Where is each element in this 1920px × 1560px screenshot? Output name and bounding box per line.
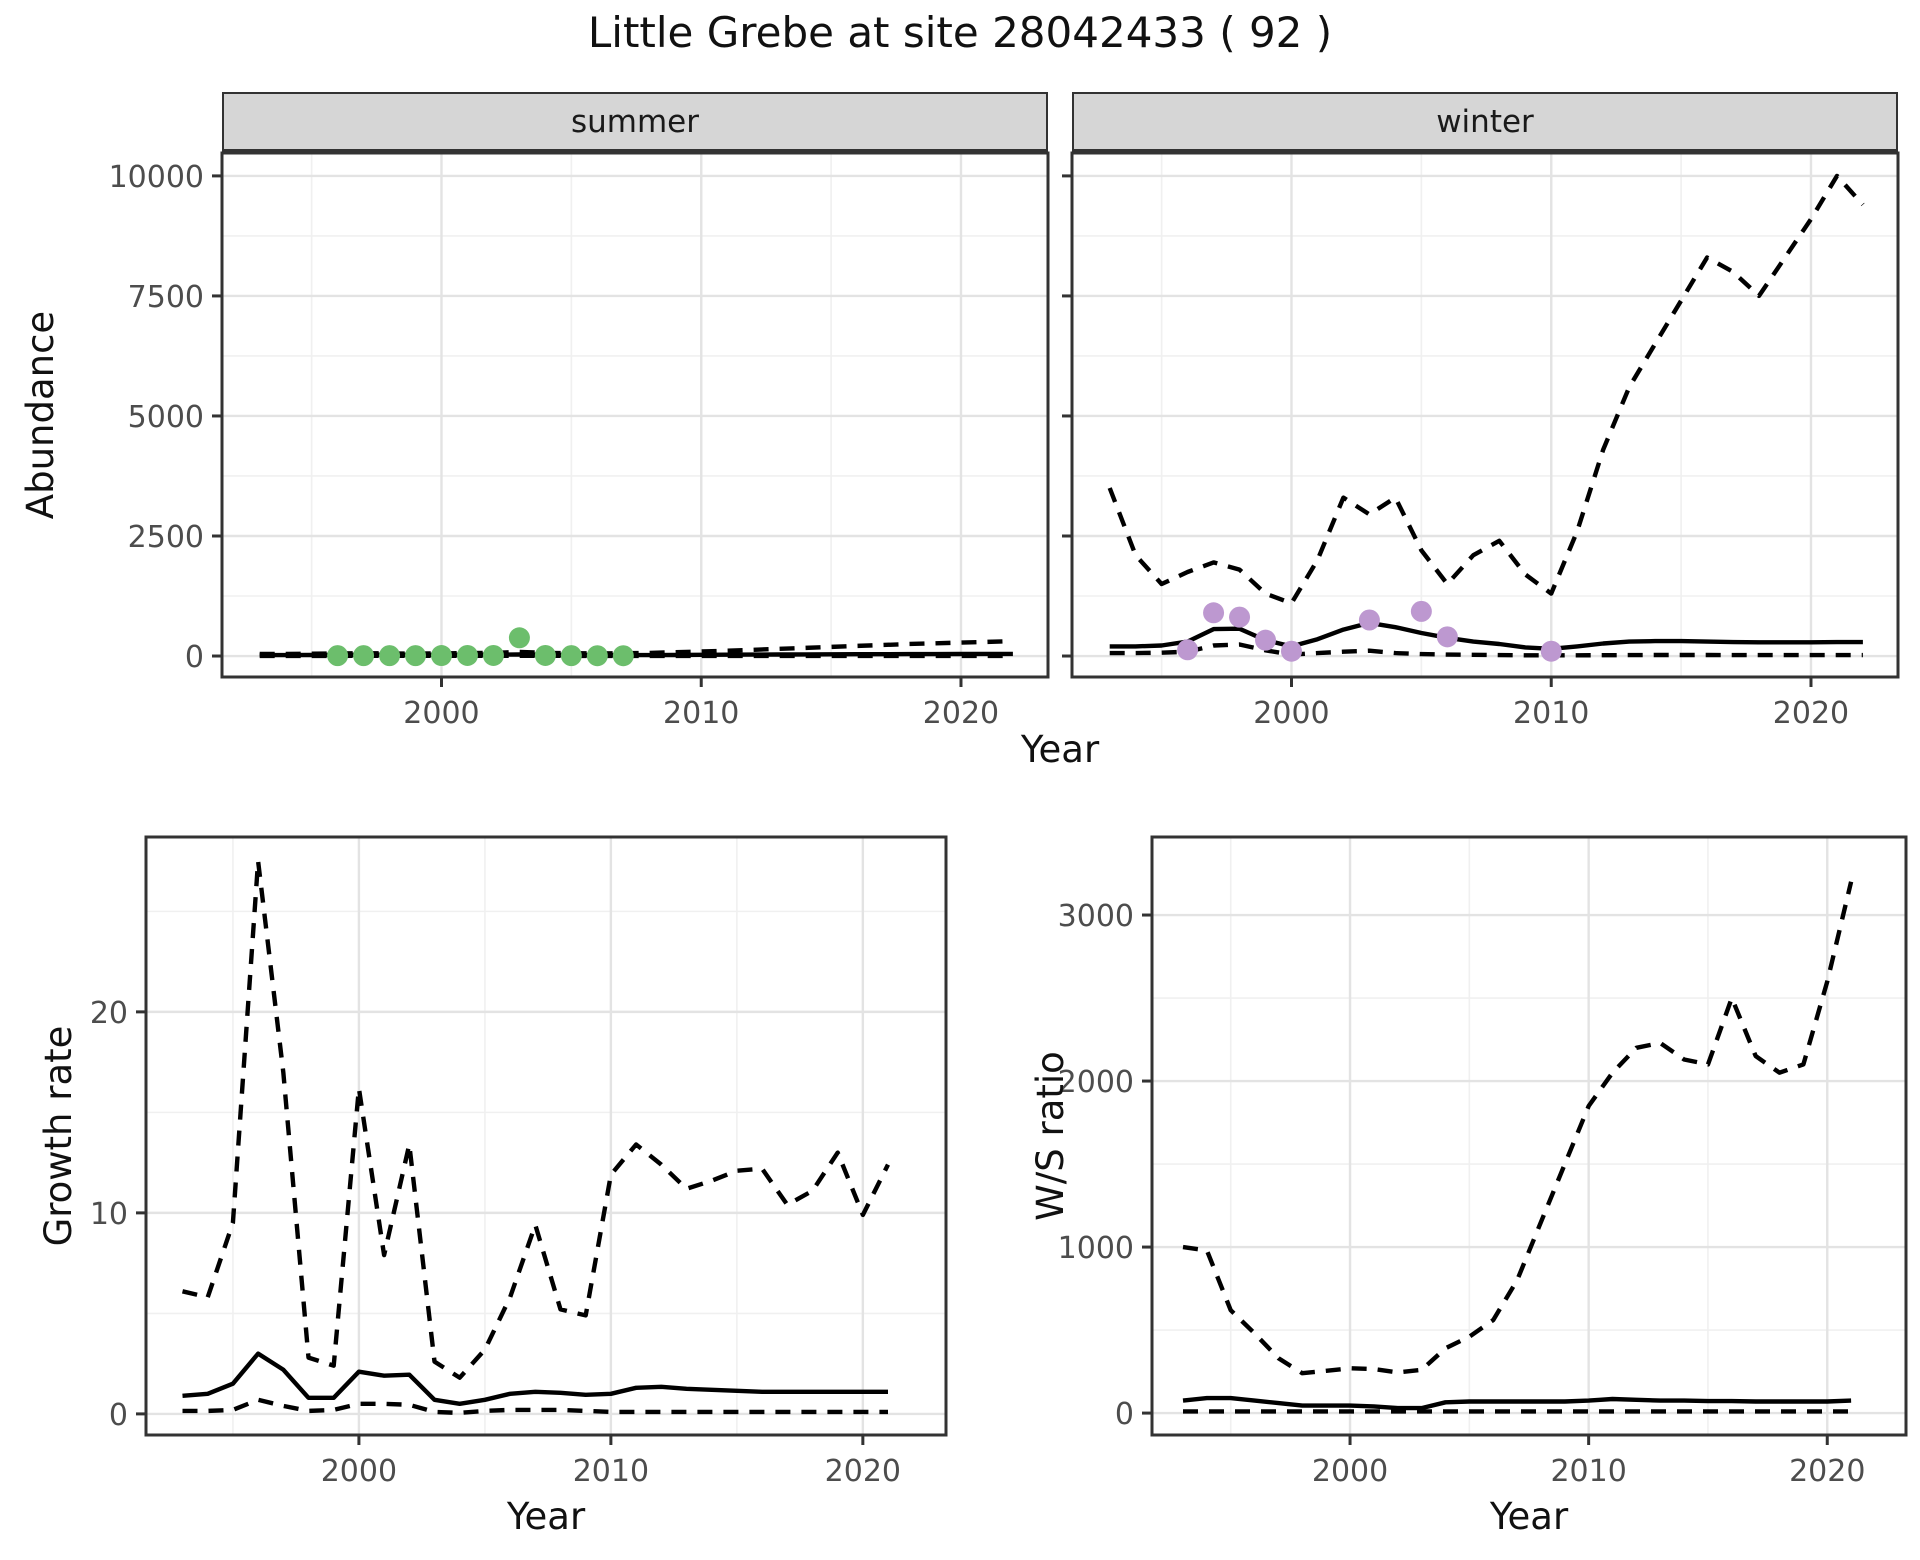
data-point-observed-counts: [327, 645, 349, 667]
data-point-observed-counts: [1177, 639, 1199, 661]
y-axis-title-growth-rate: Growth rate: [36, 1025, 80, 1247]
facet-strip-winter-label: winter: [1436, 103, 1534, 140]
x-axis-title-year-bottom-right: Year: [1489, 1495, 1569, 1538]
panel-border: [144, 835, 948, 1437]
x-tick-label: 2010: [1513, 696, 1589, 731]
facet-strip-summer: summer: [222, 92, 1048, 153]
data-point-observed-counts: [1229, 606, 1251, 628]
panel-border: [1070, 151, 1900, 679]
chart-abundance-summer: 2000 2010 2020 0 2500 5000 7500 10000: [109, 151, 1050, 731]
series-fit-line: [182, 1351, 888, 1407]
chart-growth-rate: 2000 2010 2020 0 10 20: [90, 835, 948, 1489]
series-fit-line: [1109, 620, 1863, 651]
data-point-observed-counts: [1410, 600, 1432, 622]
data-point-observed-counts: [1280, 640, 1302, 662]
y-tick-label: 2500: [128, 520, 204, 555]
data-point-observed-counts: [1358, 609, 1380, 631]
data-point-observed-counts: [1255, 629, 1277, 651]
panel-background: [1152, 837, 1906, 1435]
y-tick-label: 0: [185, 640, 204, 675]
x-axis-title-year-bottom-left: Year: [506, 1495, 586, 1538]
y-tick-label: 2000: [1058, 1065, 1134, 1100]
data-point-observed-counts: [405, 645, 427, 667]
data-point-observed-counts: [379, 645, 401, 667]
x-tick-label: 2020: [1789, 1454, 1865, 1489]
series-lower-ci-dashed-line: [1109, 642, 1863, 658]
y-tick-label: 7500: [128, 280, 204, 315]
figure-title: Little Grebe at site 28042433 ( 92 ): [587, 8, 1333, 57]
x-tick-label: 2020: [1773, 696, 1849, 731]
data-point-observed-counts: [612, 645, 634, 667]
series-fit-line: [1182, 1395, 1852, 1411]
data-point-observed-counts: [353, 645, 375, 667]
series-upper-ci-dashed-line: [1182, 881, 1854, 1376]
panel-background: [146, 837, 946, 1435]
y-tick-label: 20: [90, 996, 128, 1031]
x-tick-label: 2010: [573, 1454, 649, 1489]
y-tick-label: 5000: [128, 400, 204, 435]
x-axis-title-year-top: Year: [1020, 728, 1100, 771]
panel-border: [220, 151, 1050, 679]
data-point-observed-counts: [456, 644, 478, 666]
data-point-observed-counts: [482, 644, 504, 666]
x-tick-label: 2000: [1312, 1454, 1388, 1489]
y-tick-label: 3000: [1058, 899, 1134, 934]
data-point-observed-counts: [508, 627, 530, 649]
series-upper-ci-dashed-line: [1107, 173, 1865, 606]
x-tick-label: 2020: [825, 1454, 901, 1489]
y-tick-label: 0: [109, 1398, 128, 1433]
x-tick-label: 2000: [1253, 696, 1329, 731]
y-tick-label: 1000: [1058, 1231, 1134, 1266]
data-point-observed-counts: [1203, 602, 1225, 624]
x-tick-label: 2000: [403, 696, 479, 731]
data-point-observed-counts: [586, 645, 608, 667]
panel-border: [1150, 835, 1908, 1437]
y-tick-label: 0: [1115, 1397, 1134, 1432]
y-tick-label: 10: [90, 1197, 128, 1232]
chart-abundance-winter: 2000 2010 2020: [1062, 151, 1900, 731]
facet-strip-summer-label: summer: [570, 103, 699, 140]
chart-ws-ratio: 2000 2010 2020 0 1000 2000 3000: [1058, 835, 1908, 1489]
data-point-observed-counts: [534, 644, 556, 666]
data-point-observed-counts: [1540, 640, 1562, 662]
y-tick-label: 10000: [109, 160, 204, 195]
data-point-observed-counts: [560, 645, 582, 667]
data-point-observed-counts: [430, 645, 452, 667]
y-axis-title-abundance: Abundance: [18, 310, 62, 520]
data-point-observed-counts: [1436, 626, 1458, 648]
y-axis-title-ws-ratio: W/S ratio: [1028, 1051, 1072, 1221]
x-tick-label: 2000: [321, 1454, 397, 1489]
x-tick-label: 2010: [1550, 1454, 1626, 1489]
facet-strip-winter: winter: [1072, 92, 1898, 153]
x-tick-label: 2020: [923, 696, 999, 731]
series-upper-ci-dashed-line: [181, 858, 890, 1380]
x-tick-label: 2010: [663, 696, 739, 731]
